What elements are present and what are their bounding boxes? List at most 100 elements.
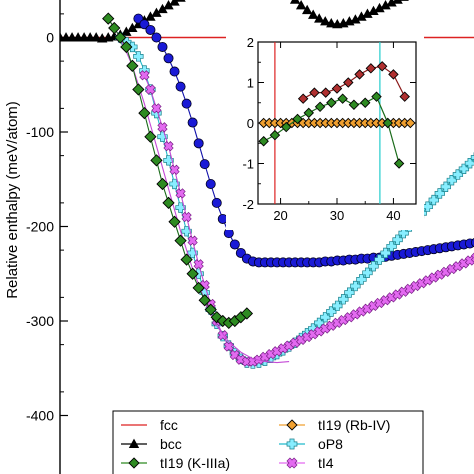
legend-label: tI4	[318, 455, 334, 471]
data-point-op8	[398, 227, 409, 239]
data-point-op8	[446, 175, 458, 186]
inset-data-point-ti19-k-iiia	[359, 97, 371, 108]
legend-entry-op8: oP8	[279, 436, 343, 452]
legend-entry-ti4: tI4	[279, 455, 334, 471]
legend-label: bcc	[160, 436, 182, 452]
data-point-oc8	[229, 239, 240, 250]
data-point-ti4	[187, 235, 198, 246]
inset-data-point-ti19-k-iiia	[303, 107, 315, 119]
inset-data-point-ti18-k-iiib	[320, 87, 331, 98]
data-point-op8	[350, 280, 361, 292]
data-point-ti4	[139, 70, 150, 81]
inset-x-tick-label: 40	[386, 208, 400, 223]
data-point-oc8	[187, 117, 198, 128]
data-point-oc8	[217, 213, 228, 224]
data-point-op8	[464, 158, 474, 169]
data-point-op8	[362, 267, 373, 278]
inset-series-line-ti18-k-iiib	[302, 65, 406, 100]
data-point-oc8	[235, 247, 246, 258]
legend-marker	[128, 438, 140, 449]
inset-background	[226, 34, 424, 230]
data-point-oc8	[133, 13, 144, 24]
inset-x-tick-label: 30	[330, 208, 344, 223]
data-point-ti19-k-iiia	[144, 130, 157, 143]
data-point-op8	[386, 241, 397, 252]
inset-data-point-ti19-k-iiia	[337, 93, 348, 104]
inset-data-point-ti18-k-iiib	[297, 93, 309, 104]
data-point-ti19-k-iiia	[204, 303, 217, 316]
data-point-op8	[470, 152, 474, 163]
y-tick-label: -200	[26, 219, 54, 235]
data-point-op8	[169, 178, 180, 190]
inset-data-point-ti18-k-iiib	[331, 83, 343, 94]
main-axes: 0 -100 -200 -300 -400 Relative enthalpy (meV/…	[4, 0, 68, 474]
inset-data-point-ti18-k-iiib	[399, 91, 410, 102]
legend-marker	[128, 457, 140, 469]
data-point-bcc	[90, 32, 102, 42]
inset-series-layer	[258, 42, 416, 204]
data-point-ti19-k-iiia	[180, 253, 193, 266]
inset-data-point-ti19-k-iiia	[326, 97, 337, 108]
data-point-ti19-k-iiia	[240, 307, 254, 320]
legend-entry-ti19-k-iiia: tI19 (K-IIIa)	[121, 455, 230, 471]
inset-axes: 2 1 0 -1 -2 20 30 40	[242, 35, 417, 223]
inset-x-tick-label: 20	[273, 208, 287, 223]
data-point-bcc	[314, 13, 325, 23]
inset-data-point-ti18-k-iiib	[309, 87, 320, 98]
data-point-op8	[163, 155, 174, 166]
data-point-ti4	[163, 141, 174, 152]
inset-data-point-ti18-k-iiib	[388, 69, 399, 80]
legend-entry-bcc: bcc	[121, 436, 182, 452]
data-point-ti19-k-iiia	[108, 21, 121, 35]
inset-data-point-ti19-k-iiia	[371, 91, 382, 102]
inset-data-point-ti19-k-iiia	[348, 99, 360, 111]
data-point-ti4	[145, 84, 156, 95]
data-point-op8	[320, 312, 331, 323]
data-point-ti4	[157, 122, 168, 133]
inset-data-point-ti19-k-iiia	[292, 113, 303, 125]
data-point-ti19-k-iiia	[198, 294, 211, 307]
inset-data-point-ti18-k-iiib	[376, 61, 388, 72]
data-point-oc8	[145, 24, 156, 35]
data-point-oc8	[181, 98, 192, 109]
data-point-op8	[458, 163, 470, 175]
data-point-op8	[326, 306, 337, 317]
data-point-op8	[374, 254, 385, 265]
data-point-oc8	[175, 81, 186, 92]
inset-data-point-ti19-k-iiia	[393, 158, 405, 169]
inset-data-point-ti19-k-iiia	[258, 135, 269, 147]
legend-box	[112, 410, 424, 474]
data-point-oc8	[199, 159, 210, 170]
data-point-op8	[332, 300, 343, 312]
data-point-op8	[434, 188, 445, 199]
data-point-oc8	[193, 138, 204, 149]
y-tick-label: -400	[26, 408, 54, 424]
inset-data-point-ti19-k-iiia	[382, 117, 394, 129]
data-point-ti19-k-iiia	[186, 267, 199, 280]
data-point-op8	[440, 181, 451, 192]
inset-data-point-ti19-rb-iv	[405, 117, 416, 129]
series-ti19-k-iiia	[102, 12, 254, 330]
data-point-op8	[428, 194, 439, 206]
legend-label: tI19 (K-IIIa)	[160, 455, 230, 471]
data-point-bcc	[60, 32, 66, 42]
inset-y-tick-label: 1	[247, 76, 254, 91]
inset-y-tick-label: 0	[247, 116, 254, 131]
data-point-op8	[368, 261, 379, 272]
data-point-op8	[187, 247, 198, 259]
data-point-oc8	[151, 32, 162, 43]
data-point-ti19-k-iiia	[168, 215, 181, 228]
legend-label: fcc	[160, 417, 178, 433]
legend-entry-ti19-rb-iv: tI19 (Rb-IV)	[279, 417, 390, 433]
data-point-ti19-k-iiia	[138, 106, 151, 120]
inset-data-point-ti19-k-iiia	[314, 101, 326, 113]
data-point-ti4	[175, 188, 186, 199]
series-oc8	[133, 13, 474, 268]
data-point-op8	[175, 202, 186, 213]
data-point-oc8	[211, 197, 222, 208]
inset-data-point-ti18-k-iiib	[365, 63, 377, 74]
data-point-bcc	[295, 0, 307, 10]
legend-label: oP8	[318, 436, 343, 452]
data-point-ti19-k-iiia	[192, 281, 205, 295]
